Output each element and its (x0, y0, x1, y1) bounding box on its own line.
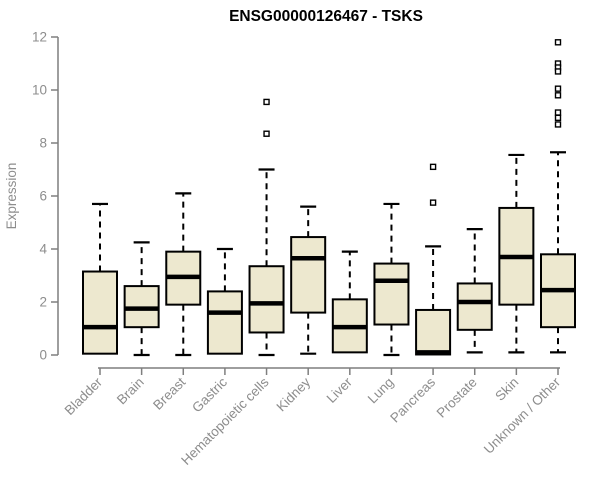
outlier-point (429, 163, 437, 171)
box (456, 282, 493, 331)
y-tick-label: 8 (39, 136, 47, 151)
outlier-point (554, 85, 562, 92)
box (206, 290, 243, 355)
x-category-label: Gastric (189, 374, 230, 415)
box (248, 265, 285, 334)
outlier-point (554, 109, 562, 116)
box (415, 308, 452, 356)
x-category-label: Breast (150, 374, 188, 412)
x-category-label: Kidney (274, 374, 314, 414)
x-category-label: Prostate (434, 375, 480, 421)
y-tick-label: 4 (39, 242, 47, 257)
x-category-label: Liver (324, 374, 356, 406)
outlier-point (263, 98, 270, 106)
y-tick-label: 0 (39, 348, 47, 363)
x-category-label: Pancreas (387, 374, 438, 425)
y-tick-label: 12 (32, 30, 47, 45)
x-category-label: Bladder (62, 374, 106, 418)
box (290, 236, 327, 314)
outlier-point (554, 68, 562, 75)
outlier-point (429, 199, 437, 206)
x-category-label: Brain (114, 375, 147, 408)
x-category-label: Lung (365, 375, 397, 407)
outlier-point (263, 130, 270, 137)
y-axis-label: Expression (4, 163, 19, 230)
outlier-point (554, 121, 562, 128)
outlier-point (554, 114, 562, 122)
y-tick-label: 2 (39, 295, 47, 310)
chart-title: ENSG00000126467 - TSKS (229, 8, 423, 25)
x-category-label: Skin (492, 375, 521, 404)
outlier-point (554, 39, 562, 46)
outlier-point (554, 92, 562, 99)
y-tick-label: 6 (39, 189, 47, 204)
box (82, 270, 118, 355)
x-category-label: Unknown / Other (481, 374, 564, 457)
box (373, 262, 410, 326)
y-tick-label: 10 (32, 83, 47, 98)
